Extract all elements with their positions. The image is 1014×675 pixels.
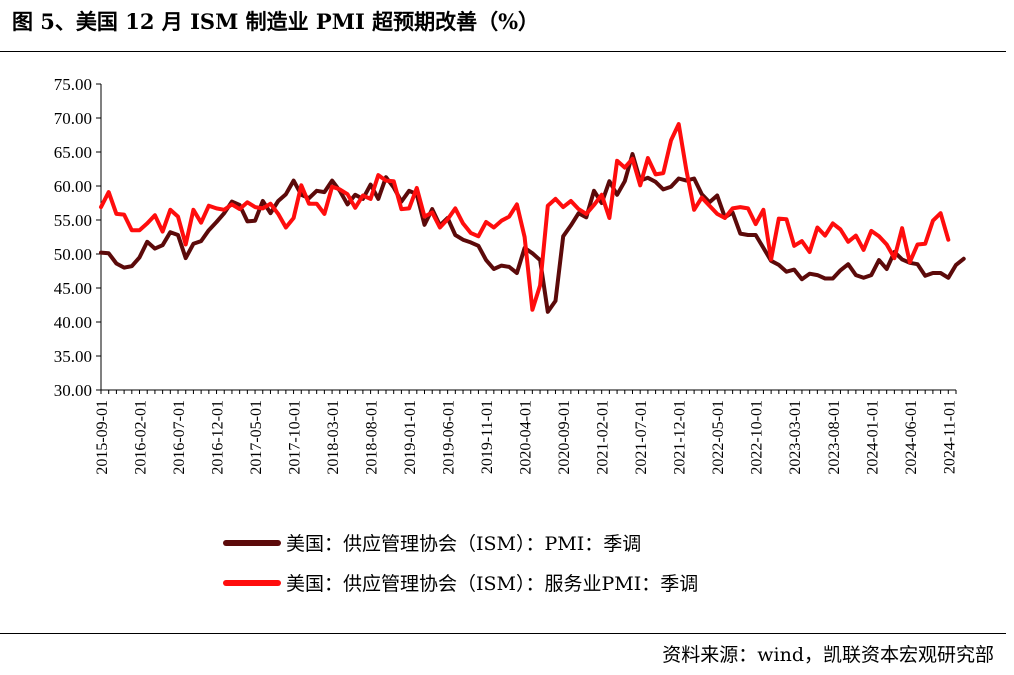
x-tick-label: 2023-08-01 — [826, 400, 843, 475]
series-line-manufacturing-pmi — [99, 152, 966, 314]
x-tick-label: 2019-06-01 — [441, 400, 458, 475]
x-tick-label: 2016-07-01 — [171, 400, 188, 475]
x-tick-label: 2022-10-01 — [749, 400, 766, 475]
series-layer — [99, 122, 966, 314]
x-tick-label: 2017-10-01 — [287, 400, 304, 475]
x-tick-label: 2024-06-01 — [903, 400, 920, 475]
chart-legend: 美国：供应管理协会（ISM）：PMI：季调美国：供应管理协会（ISM）：服务业P… — [223, 533, 698, 595]
series-line-services-pmi — [99, 122, 951, 312]
x-tick-label: 2024-11-01 — [941, 400, 958, 474]
x-tick-label: 2019-11-01 — [479, 400, 496, 474]
y-tick-label: 40.00 — [54, 313, 92, 332]
title-rule — [0, 51, 1006, 52]
x-tick-label: 2020-09-01 — [556, 400, 573, 475]
x-tick-label: 2024-01-01 — [864, 400, 881, 475]
x-tick-label: 2022-05-01 — [710, 400, 727, 475]
y-tick-label: 35.00 — [54, 347, 92, 366]
y-tick-label: 65.00 — [54, 143, 92, 162]
x-tick-label: 2016-12-01 — [210, 400, 227, 475]
y-tick-label: 45.00 — [54, 279, 92, 298]
y-tick-label: 70.00 — [54, 109, 92, 128]
source-note: 资料来源：wind，凯联资本宏观研究部 — [662, 644, 994, 666]
x-tick-label: 2021-12-01 — [672, 400, 689, 475]
x-tick-label: 2018-08-01 — [364, 400, 381, 475]
x-tick-label: 2021-02-01 — [595, 400, 612, 475]
chart-axes: 30.00 35.00 40.00 45.00 50.00 55.00 60.00 65.00… — [54, 75, 959, 475]
x-tick-label: 2016-02-01 — [133, 400, 150, 475]
line-chart: 30.00 35.00 40.00 45.00 50.00 55.00 60.00 65.00… — [54, 75, 966, 595]
y-tick-label: 50.00 — [54, 245, 92, 264]
legend-label: 美国：供应管理协会（ISM）：PMI：季调 — [286, 533, 641, 555]
y-tick-label: 30.00 — [54, 381, 92, 400]
x-tick-label: 2023-03-01 — [787, 400, 804, 475]
x-tick-label: 2021-07-01 — [633, 400, 650, 475]
y-tick-label: 75.00 — [54, 75, 92, 94]
x-tick-label: 2020-04-01 — [518, 400, 535, 475]
footer-rule — [0, 633, 1006, 634]
y-tick-label: 55.00 — [54, 211, 92, 230]
x-tick-label: 2018-03-01 — [325, 400, 342, 475]
legend-label: 美国：供应管理协会（ISM）：服务业PMI：季调 — [286, 573, 698, 595]
chart-title: 图 5、美国 12 月 ISM 制造业 PMI 超预期改善（%） — [12, 9, 540, 34]
x-tick-label: 2017-05-01 — [248, 400, 265, 475]
y-tick-label: 60.00 — [54, 177, 92, 196]
x-tick-label: 2019-01-01 — [402, 400, 419, 475]
x-tick-label: 2015-09-01 — [94, 400, 111, 475]
